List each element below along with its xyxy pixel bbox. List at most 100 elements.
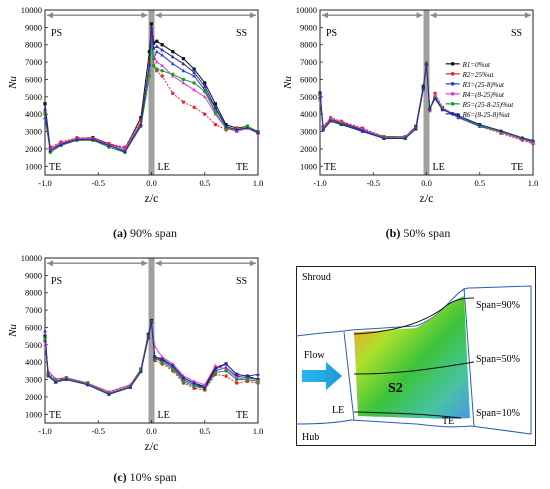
s2-contour [354, 296, 470, 419]
chart-b-ytick-label: 5000 [300, 92, 317, 102]
caption-a-tag: (a) [113, 226, 127, 240]
chart-c-label-te-right: TE [236, 410, 248, 421]
chart-a-point-R5 [155, 67, 159, 71]
chart-a-ytick-label: 7000 [25, 57, 42, 67]
chart-c-xtick-label: 0.0 [146, 426, 157, 436]
chart-a-point-R5 [203, 89, 207, 94]
chart-b-ps-arrowhead-left [322, 12, 328, 19]
chart-a-point-R1 [213, 102, 217, 106]
chart-c-xtick-label: 1.0 [253, 426, 264, 436]
chart-a-ytick-label: 2000 [25, 144, 42, 154]
chart-b-legend-marker-R4 [450, 92, 455, 96]
chart-b-xtick-label: 0.0 [421, 178, 432, 188]
chart-b-point-R6 [440, 107, 445, 112]
chart-a-point-R4 [202, 94, 207, 99]
caption-b-tag: (b) [385, 226, 401, 240]
chart-a-ylabel: Nu [7, 76, 19, 90]
chart-b-legend-marker-R6 [450, 112, 455, 116]
chart-b-ss-arrowhead-right [525, 12, 531, 19]
chart-a-ytick-label: 6000 [25, 74, 42, 84]
chart-a-ss-arrowhead-left [155, 12, 162, 19]
chart-c-point-R4 [213, 363, 218, 368]
chart-c-label-ss: SS [236, 276, 247, 287]
chart-c-point-R5 [235, 377, 239, 382]
chart-a-point-R6 [122, 149, 127, 153]
chart-c-point-R4 [160, 355, 165, 359]
chart-c-point-R5 [256, 379, 260, 384]
flow-arrow-icon [302, 362, 342, 390]
chart-c-point-R6 [149, 320, 154, 324]
label-shroud: Shroud [302, 272, 331, 283]
chart-a-point-R5 [151, 63, 156, 68]
chart-b-legend-marker-R1 [450, 62, 455, 66]
chart-b-xtick-label: 1.0 [528, 178, 539, 188]
chart-c-point-R6 [213, 367, 218, 371]
label-te: TE [442, 416, 454, 427]
chart-a-point-R1 [43, 102, 47, 106]
chart-b-point-R6 [427, 107, 432, 111]
chart-c-label-ps: PS [51, 276, 62, 287]
chart-a-point-R1 [171, 50, 175, 54]
chart-c-point-R6 [234, 372, 239, 376]
chart-c-point-R6 [224, 361, 228, 366]
chart-a-ps-arrowhead-left [47, 12, 53, 19]
chart-a-point-R6 [48, 148, 53, 153]
chart-c-point-R5 [160, 360, 164, 364]
outlet-line [463, 287, 475, 427]
chart-b-point-R6 [499, 128, 503, 133]
chart-c-ytick-label: 7000 [25, 305, 42, 315]
chart-b-label-te-right: TE [511, 162, 523, 173]
chart-c-point-R6 [138, 369, 143, 374]
chart-a-xtick-label: -1.0 [38, 178, 51, 188]
chart-a-point-R1 [139, 116, 143, 120]
caption-a-text: 90% span [130, 226, 177, 240]
chart-c-ps-arrowhead-right [141, 260, 148, 267]
chart-c-point-R6 [85, 382, 90, 387]
chart-a-ss-arrowhead-right [250, 12, 256, 19]
chart-b-legend-label-R2: R2=25%ut [462, 71, 495, 79]
chart-b-label-le: LE [433, 162, 445, 173]
chart-a-point-R4 [192, 87, 196, 92]
chart-a-point-R2 [213, 122, 218, 127]
chart-a-point-R1 [149, 22, 154, 26]
chart-a-point-R1 [147, 50, 151, 54]
chart-a-ytick-label: 9000 [25, 22, 42, 32]
chart-b-xtick-label: -0.5 [367, 178, 380, 188]
chart-a-point-R4 [154, 60, 159, 64]
chart-b-point-R6 [456, 113, 461, 118]
chart-a-point-R6 [202, 84, 207, 88]
s2-surface-diagram: Shroud Hub Flow S2 LE TE Span=90% Span=5… [296, 266, 536, 446]
chart-c-ylabel: Nu [7, 324, 19, 338]
chart-c-xtick-label: 0.5 [199, 426, 210, 436]
caption-c-tag: (c) [113, 470, 127, 484]
chart-a-point-R2 [171, 91, 175, 96]
chart-a-point-R2 [203, 112, 207, 116]
chart-b-point-R6 [421, 86, 426, 90]
chart-b-legend-marker-R2 [450, 72, 455, 76]
chart-b-legend-label-R5: R5=(25-8-25)%ut [462, 101, 515, 109]
chart-b-point-R6 [424, 61, 429, 66]
chart-b-legend-label-R3: R3=(25-8)%ut [462, 81, 505, 89]
chart-b-series-R6-line [319, 63, 534, 141]
chart-c-label-le: LE [158, 410, 170, 421]
chart-a-label-te-right: TE [236, 162, 248, 173]
chart-c-point-R6 [46, 374, 51, 378]
chart-c-point-R6 [192, 381, 196, 385]
chart-b-ps-arrowhead-right [416, 12, 423, 19]
chart-a-point-R6 [213, 105, 218, 109]
chart-a-xtick-label: 0.0 [146, 178, 157, 188]
label-span10: Span=10% [476, 408, 520, 419]
chart-a-point-R1 [203, 81, 207, 85]
chart-a-point-R5 [192, 81, 196, 85]
chart-c-xlabel: z/c [145, 439, 159, 453]
chart-a-point-R5 [181, 77, 186, 82]
chart-b-ytick-label: 1000 [300, 161, 317, 171]
chart-b-point-R4 [433, 93, 437, 97]
chart-b-point-R6 [321, 127, 326, 132]
chart-panel-a: 1000 2000 3000 4000 5000 6000 7000 8000 9000 1000… [7, 5, 263, 205]
chart-b-le-band [423, 10, 430, 175]
chart-a-point-R6 [43, 107, 47, 111]
chart-b-point-R6 [413, 126, 418, 131]
chart-b-xtick-label: -1.0 [313, 178, 326, 188]
chart-b-ss-arrowhead-left [430, 12, 437, 19]
